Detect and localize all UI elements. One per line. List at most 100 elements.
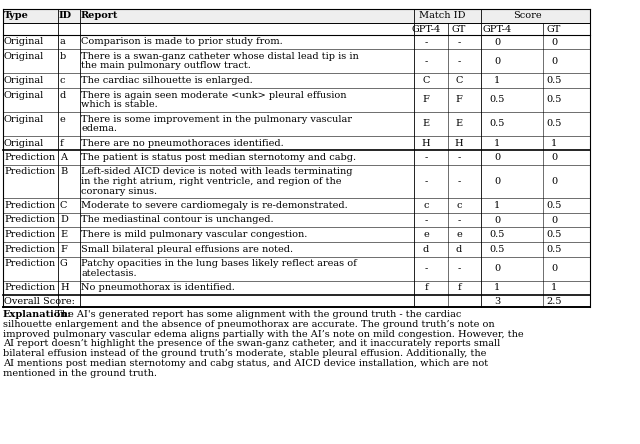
Text: GT: GT	[547, 25, 561, 35]
Text: -: -	[458, 38, 461, 47]
Text: GT: GT	[452, 25, 466, 35]
Text: bilateral effusion instead of the ground truth’s moderate, stable pleural effusi: bilateral effusion instead of the ground…	[3, 349, 486, 358]
Text: No pneumothorax is identified.: No pneumothorax is identified.	[81, 283, 235, 292]
Text: -: -	[424, 216, 428, 225]
Text: 0.5: 0.5	[490, 230, 505, 239]
Text: The patient is status post median sternotomy and cabg.: The patient is status post median sterno…	[81, 153, 356, 162]
Text: There is again seen moderate <unk> pleural effusion: There is again seen moderate <unk> pleur…	[81, 91, 346, 99]
Text: d: d	[423, 245, 429, 254]
Text: 1: 1	[494, 201, 500, 210]
Text: C: C	[455, 76, 463, 85]
Text: 0.5: 0.5	[547, 230, 562, 239]
Text: ID: ID	[59, 12, 72, 20]
Text: 1: 1	[551, 139, 557, 148]
Text: 0.5: 0.5	[547, 95, 562, 104]
Text: silhouette enlargement and the absence of pneumothorax are accurate. The ground : silhouette enlargement and the absence o…	[3, 320, 495, 329]
Text: 0: 0	[551, 38, 557, 47]
Text: -: -	[424, 153, 428, 162]
Text: 0.5: 0.5	[547, 201, 562, 210]
Text: H: H	[60, 283, 68, 292]
Text: b: b	[60, 52, 67, 61]
Text: 0: 0	[494, 153, 500, 162]
Text: a: a	[60, 37, 66, 47]
Text: There is some improvement in the pulmonary vascular: There is some improvement in the pulmona…	[81, 115, 352, 123]
Text: Original: Original	[4, 139, 44, 147]
Text: 1: 1	[494, 283, 500, 292]
Text: -: -	[424, 264, 428, 273]
Text: F: F	[456, 95, 463, 104]
Text: -: -	[458, 153, 461, 162]
Text: 0.5: 0.5	[547, 119, 562, 128]
Text: 1: 1	[494, 76, 500, 85]
Text: Left-sided AICD device is noted with leads terminating: Left-sided AICD device is noted with lea…	[81, 167, 353, 177]
Text: B: B	[60, 167, 67, 177]
Text: coronary sinus.: coronary sinus.	[81, 186, 157, 195]
Text: Prediction: Prediction	[4, 259, 55, 268]
Text: E: E	[60, 230, 67, 239]
Text: Match ID: Match ID	[419, 12, 466, 20]
Text: G: G	[60, 259, 68, 268]
Text: The mediastinal contour is unchanged.: The mediastinal contour is unchanged.	[81, 215, 274, 225]
Text: C: C	[60, 201, 67, 210]
Text: 0: 0	[551, 177, 557, 186]
Text: There is a swan-ganz catheter whose distal lead tip is in: There is a swan-ganz catheter whose dist…	[81, 52, 359, 61]
Text: mentioned in the ground truth.: mentioned in the ground truth.	[3, 369, 157, 378]
Text: Original: Original	[4, 115, 44, 123]
Text: f: f	[457, 283, 461, 292]
Text: Prediction: Prediction	[4, 283, 55, 292]
Text: AI mentions post median sternotomy and cabg status, and AICD device installation: AI mentions post median sternotomy and c…	[3, 359, 488, 368]
Text: Comparison is made to prior study from.: Comparison is made to prior study from.	[81, 37, 283, 47]
Text: There is mild pulmonary vascular congestion.: There is mild pulmonary vascular congest…	[81, 230, 307, 239]
Text: the main pulmonary outflow tract.: the main pulmonary outflow tract.	[81, 62, 251, 71]
Text: Patchy opacities in the lung bases likely reflect areas of: Patchy opacities in the lung bases likel…	[81, 259, 356, 268]
Text: A: A	[60, 153, 67, 162]
Bar	[3, 9, 590, 23]
Text: improved pulmonary vascular edema aligns partially with the AI’s note on mild co: improved pulmonary vascular edema aligns…	[3, 329, 524, 339]
Text: f: f	[60, 139, 63, 147]
Text: F: F	[422, 95, 429, 104]
Text: -: -	[458, 216, 461, 225]
Text: C: C	[422, 76, 429, 85]
Text: H: H	[454, 139, 463, 148]
Text: d: d	[456, 245, 462, 254]
Text: 0: 0	[494, 177, 500, 186]
Text: The AI's generated report has some alignment with the ground truth - the cardiac: The AI's generated report has some align…	[52, 310, 461, 319]
Text: in the right atrium, right ventricle, and region of the: in the right atrium, right ventricle, an…	[81, 177, 342, 186]
Text: e: e	[423, 230, 429, 239]
Text: 0: 0	[551, 153, 557, 162]
Text: E: E	[456, 119, 463, 128]
Text: Report: Report	[81, 12, 118, 20]
Text: AI report doesn’t highlight the presence of the swan-ganz catheter, and it inacc: AI report doesn’t highlight the presence…	[3, 339, 500, 349]
Text: 0: 0	[494, 57, 500, 66]
Text: GPT-4: GPT-4	[483, 25, 511, 35]
Text: 0.5: 0.5	[490, 119, 505, 128]
Text: Prediction: Prediction	[4, 201, 55, 210]
Text: 0: 0	[494, 38, 500, 47]
Text: which is stable.: which is stable.	[81, 100, 157, 109]
Text: 1: 1	[494, 139, 500, 148]
Text: 0: 0	[551, 216, 557, 225]
Text: Type: Type	[4, 12, 29, 20]
Text: GPT-4: GPT-4	[412, 25, 440, 35]
Text: Original: Original	[4, 76, 44, 85]
Text: 0: 0	[494, 264, 500, 273]
Text: 0: 0	[551, 264, 557, 273]
Text: -: -	[458, 177, 461, 186]
Text: -: -	[424, 177, 428, 186]
Text: -: -	[458, 57, 461, 66]
Text: 1: 1	[551, 283, 557, 292]
Text: E: E	[422, 119, 429, 128]
Text: d: d	[60, 91, 67, 99]
Text: 0.5: 0.5	[547, 76, 562, 85]
Text: Small bilateral pleural effusions are noted.: Small bilateral pleural effusions are no…	[81, 245, 293, 254]
Text: c: c	[456, 201, 461, 210]
Text: Prediction: Prediction	[4, 153, 55, 162]
Text: 0.5: 0.5	[490, 245, 505, 254]
Text: Prediction: Prediction	[4, 245, 55, 254]
Text: c: c	[423, 201, 429, 210]
Text: Original: Original	[4, 52, 44, 61]
Text: 2.5: 2.5	[547, 297, 562, 305]
Text: -: -	[424, 57, 428, 66]
Text: -: -	[424, 38, 428, 47]
Text: Moderate to severe cardiomegaly is re-demonstrated.: Moderate to severe cardiomegaly is re-de…	[81, 201, 348, 210]
